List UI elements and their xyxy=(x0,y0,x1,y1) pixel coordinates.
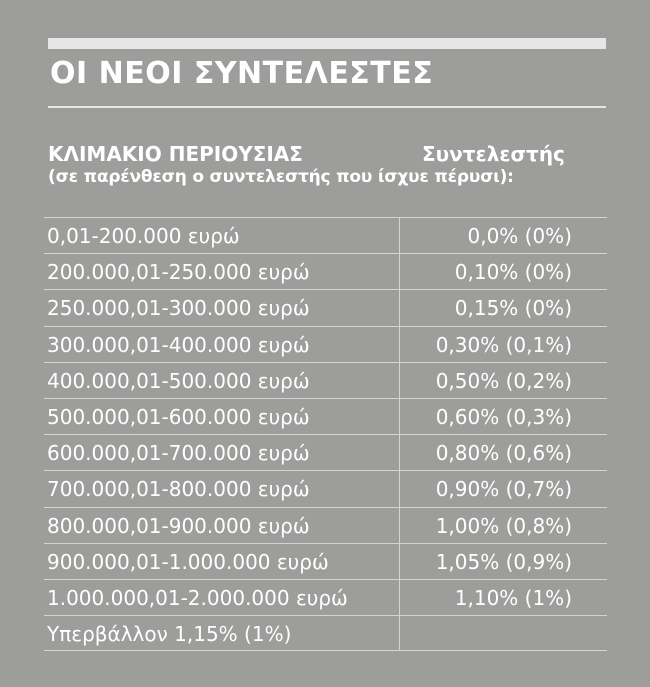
table-row: 600.000,01-700.000 ευρώ 0,80% (0,6%) xyxy=(44,434,607,470)
bracket-cell: 1.000.000,01-2.000.000 ευρώ xyxy=(47,585,348,610)
title-divider xyxy=(48,106,606,108)
page-title: ΟΙ ΝΕΟΙ ΣΥΝΤΕΛΕΣΤΕΣ xyxy=(50,56,434,91)
rate-cell: 0,10% (0%) xyxy=(454,260,572,285)
bracket-cell: 0,01-200.000 ευρώ xyxy=(47,224,240,248)
column-divider xyxy=(399,217,400,651)
table-row: 400.000,01-500.000 ευρώ 0,50% (0,2%) xyxy=(44,361,607,398)
top-bar xyxy=(48,38,606,49)
bracket-cell: 250.000,01-300.000 ευρώ xyxy=(47,296,310,321)
bracket-cell: 700.000,01-800.000 ευρώ xyxy=(47,477,310,502)
column-header-bracket: ΚΛΙΜΑΚΙΟ ΠΕΡΙΟΥΣΙΑΣ xyxy=(48,142,303,166)
table-row: 900.000,01-1.000.000 ευρώ 1,05% (0,9%) xyxy=(44,542,607,579)
rate-cell: 0,90% (0,7%) xyxy=(435,477,572,502)
bracket-cell: 500.000,01-600.000 ευρώ xyxy=(47,404,310,429)
bracket-cell: Υπερβάλλον 1,15% (1%) xyxy=(47,622,292,647)
rate-cell: 1,10% (1%) xyxy=(454,585,572,610)
bracket-cell: 300.000,01-400.000 ευρώ xyxy=(47,332,310,357)
table-row: 700.000,01-800.000 ευρώ 0,90% (0,7%) xyxy=(44,470,607,506)
bracket-cell: 600.000,01-700.000 ευρώ xyxy=(47,441,310,466)
rate-cell: 1,05% (0,9%) xyxy=(435,549,572,574)
table-row: 800.000,01-900.000 ευρώ 1,00% (0,8%) xyxy=(44,506,607,543)
table-row: 500.000,01-600.000 ευρώ 0,60% (0,3%) xyxy=(44,397,607,434)
rate-cell: 0,0% (0%) xyxy=(467,224,572,248)
table-row: 250.000,01-300.000 ευρώ 0,15% (0%) xyxy=(44,289,607,325)
rate-cell: 0,30% (0,1%) xyxy=(435,332,572,357)
rate-cell: 0,50% (0,2%) xyxy=(435,368,572,393)
header-subtitle: (σε παρένθεση ο συντελεστής που ίσχυε πέ… xyxy=(48,167,514,187)
rate-cell: 0,60% (0,3%) xyxy=(435,404,572,429)
bracket-cell: 800.000,01-900.000 ευρώ xyxy=(47,513,310,538)
bracket-cell: 200.000,01-250.000 ευρώ xyxy=(47,260,310,285)
column-header-rate: Συντελεστής xyxy=(422,142,565,166)
bracket-cell: 900.000,01-1.000.000 ευρώ xyxy=(47,549,329,574)
table-row: Υπερβάλλον 1,15% (1%) xyxy=(44,615,607,652)
table-row: 300.000,01-400.000 ευρώ 0,30% (0,1%) xyxy=(44,325,607,362)
table-row: 200.000,01-250.000 ευρώ 0,10% (0%) xyxy=(44,253,607,289)
table-row: 0,01-200.000 ευρώ 0,0% (0%) xyxy=(44,217,607,253)
bracket-cell: 400.000,01-500.000 ευρώ xyxy=(47,368,310,393)
rate-cell: 1,00% (0,8%) xyxy=(435,513,572,538)
rate-cell: 0,15% (0%) xyxy=(454,296,572,321)
table-row: 1.000.000,01-2.000.000 ευρώ 1,10% (1%) xyxy=(44,578,607,615)
rate-cell: 0,80% (0,6%) xyxy=(435,441,572,466)
rates-table: 0,01-200.000 ευρώ 0,0% (0%) 200.000,01-2… xyxy=(44,217,607,652)
